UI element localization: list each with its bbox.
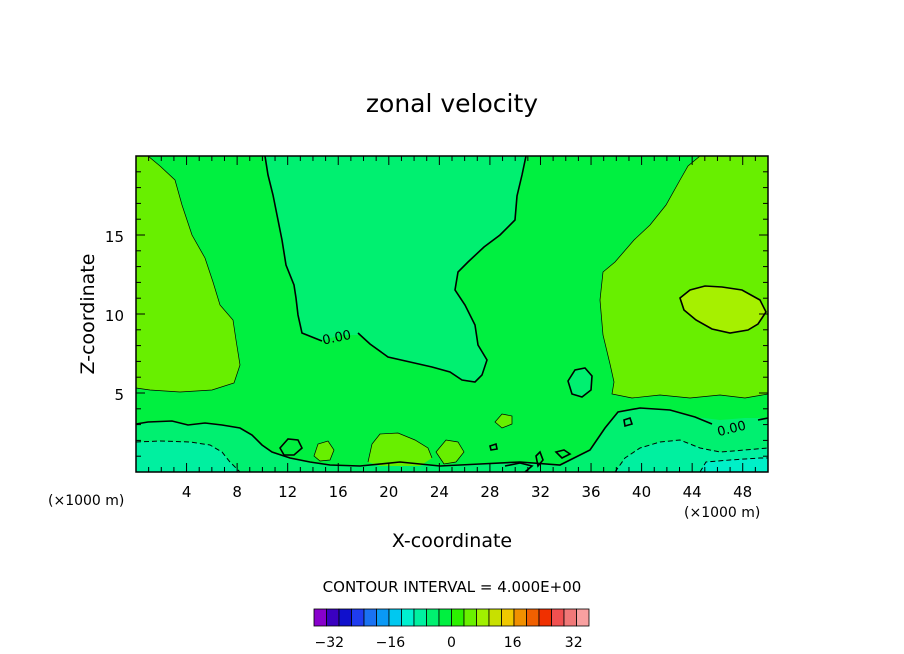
y-tick-label: 5 — [114, 386, 124, 404]
colorbar-tick-label: −16 — [376, 635, 406, 651]
contour-interval-text: CONTOUR INTERVAL = 4.000E+00 — [323, 578, 582, 596]
axis-ticks — [135, 155, 769, 473]
x-tick-label: 32 — [531, 483, 550, 501]
region-positive-bumps-2 — [436, 440, 464, 464]
x-unit-right: (×1000 m) — [684, 505, 760, 521]
chart-title: zonal velocity — [366, 89, 538, 118]
x-tick-label: 36 — [581, 483, 600, 501]
colorbar-swatch — [388, 608, 402, 627]
x-tick-label: 4 — [182, 483, 192, 501]
colorbar-labels: −32 −16 0 16 32 — [315, 635, 583, 651]
region-negative-bottom — [136, 408, 768, 472]
colorbar-tick-label: −32 — [315, 635, 345, 651]
colorbar-tick-label: 32 — [565, 635, 583, 651]
colorbar-swatch — [426, 608, 440, 627]
colorbar-swatch — [338, 608, 352, 627]
colorbar-swatch — [438, 608, 452, 627]
region-negative-blob — [568, 368, 592, 397]
colorbar-swatch — [513, 608, 527, 627]
region-positive-right — [600, 156, 768, 398]
colorbar-swatch — [488, 608, 502, 627]
x-tick-label: 20 — [379, 483, 398, 501]
contour-lines — [136, 156, 768, 472]
x-tick-label: 8 — [232, 483, 242, 501]
colorbar-swatch — [476, 608, 490, 627]
y-tick-labels: 5 10 15 — [105, 228, 124, 404]
contour-label-center: 0.00 — [321, 328, 352, 349]
colorbar-swatch — [376, 608, 390, 627]
region-positive-max — [680, 286, 766, 333]
contour-fill — [136, 156, 768, 472]
colorbar-swatch — [551, 608, 565, 627]
y-axis-title: Z-coordinate — [77, 254, 99, 375]
colorbar-tick-label: 16 — [504, 635, 522, 651]
x-axis-title: X-coordinate — [392, 530, 512, 552]
colorbar-swatch — [576, 608, 590, 627]
x-tick-label: 24 — [430, 483, 449, 501]
x-tick-label: 48 — [733, 483, 752, 501]
x-tick-label: 12 — [278, 483, 297, 501]
x-tick-label: 40 — [632, 483, 651, 501]
x-tick-label: 44 — [683, 483, 702, 501]
x-tick-label: 16 — [329, 483, 348, 501]
x-tick-label: 28 — [480, 483, 499, 501]
colorbar-swatch — [538, 608, 552, 627]
colorbar-tick-label: 0 — [447, 635, 456, 651]
colorbar-swatch — [413, 608, 427, 627]
x-tick-labels: 4 8 12 16 20 24 28 32 36 40 44 48 — [182, 483, 752, 501]
colorbar-swatch — [401, 608, 415, 627]
region-negative-bottom-2 — [136, 441, 240, 472]
region-positive-bumps-3 — [314, 441, 334, 461]
y-tick-label: 10 — [105, 307, 124, 325]
y-tick-label: 15 — [105, 228, 124, 246]
colorbar — [313, 608, 590, 627]
colorbar-swatch — [313, 608, 327, 627]
region-positive-left — [136, 156, 240, 392]
x-unit-left: (×1000 m) — [48, 493, 124, 509]
colorbar-swatch — [526, 608, 540, 627]
region-negative-center — [265, 156, 526, 382]
colorbar-swatch — [326, 608, 340, 627]
contour-label-right: 0.00 — [716, 419, 748, 441]
colorbar-swatch — [501, 608, 515, 627]
colorbar-swatch — [563, 608, 577, 627]
region-positive-bumps — [368, 433, 432, 466]
colorbar-swatch — [451, 608, 465, 627]
colorbar-swatch — [463, 608, 477, 627]
colorbar-swatch — [351, 608, 365, 627]
colorbar-swatch — [363, 608, 377, 627]
